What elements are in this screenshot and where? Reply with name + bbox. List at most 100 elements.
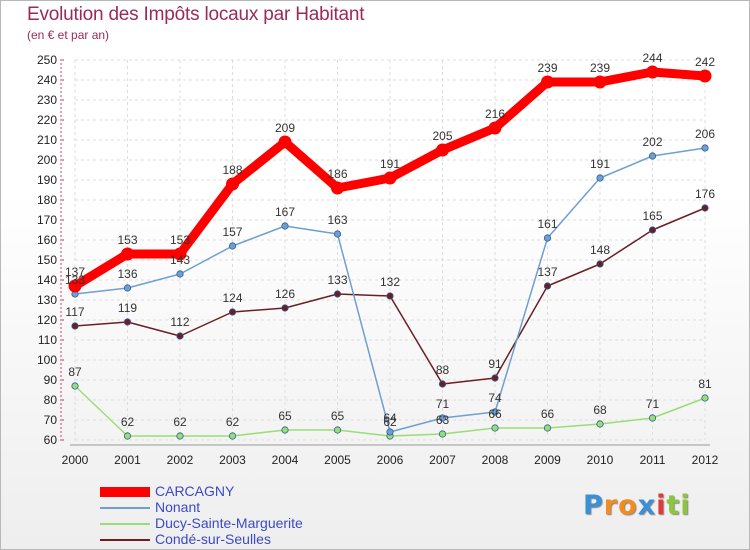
- logo-letter: i: [656, 490, 667, 521]
- data-label: 202: [642, 135, 662, 149]
- x-tick-label: 2007: [429, 453, 456, 467]
- data-point: [71, 322, 79, 330]
- data-point: [491, 408, 499, 416]
- data-label: 117: [65, 305, 84, 319]
- legend-label: Condé-sur-Seulles: [155, 531, 271, 547]
- data-point: [436, 143, 449, 157]
- data-point: [648, 414, 657, 422]
- data-label: 66: [541, 407, 555, 421]
- x-tick-label: 2011: [640, 453, 666, 467]
- data-point: [701, 204, 709, 212]
- data-point: [173, 247, 187, 261]
- data-point: [701, 144, 709, 152]
- y-tick-label: 230: [37, 93, 57, 107]
- data-label: 62: [173, 415, 187, 429]
- data-label: 133: [327, 273, 347, 287]
- data-label: 244: [642, 51, 662, 65]
- data-label: 186: [327, 167, 347, 181]
- x-tick-label: 2010: [587, 453, 614, 467]
- data-point: [281, 426, 289, 434]
- data-label: 136: [117, 267, 137, 281]
- y-tick-label: 210: [37, 133, 57, 147]
- legend-swatch: [100, 539, 150, 541]
- data-point: [123, 318, 132, 326]
- data-label: 74: [488, 391, 502, 405]
- y-tick-label: 220: [37, 113, 57, 127]
- data-point: [541, 75, 554, 89]
- data-label: 157: [222, 225, 242, 239]
- x-tick-label: 2009: [534, 453, 561, 467]
- data-point: [698, 69, 712, 83]
- data-label: 81: [698, 377, 712, 391]
- data-point: [648, 152, 657, 160]
- y-tick-label: 70: [44, 413, 58, 427]
- data-point: [226, 177, 239, 191]
- data-point: [278, 135, 292, 149]
- legend-label: Nonant: [155, 499, 201, 515]
- y-tick-label: 120: [37, 313, 57, 327]
- data-label: 71: [646, 397, 660, 411]
- data-label: 148: [590, 243, 610, 257]
- logo-letter: r: [603, 490, 619, 521]
- legend-label: CARCAGNY: [155, 483, 235, 499]
- data-point: [123, 284, 132, 292]
- data-point: [71, 382, 79, 390]
- data-point: [596, 420, 604, 428]
- x-tick-label: 2002: [167, 453, 194, 467]
- y-tick-label: 90: [44, 373, 58, 387]
- data-label: 91: [488, 357, 502, 371]
- data-label: 62: [121, 415, 135, 429]
- logo-letter: P: [583, 490, 604, 521]
- data-point: [701, 394, 709, 402]
- data-point: [228, 432, 237, 440]
- data-label: 191: [380, 157, 400, 171]
- y-tick-label: 100: [37, 353, 57, 367]
- data-label: 188: [222, 163, 242, 177]
- y-tick-label: 190: [37, 173, 57, 187]
- y-tick-label: 150: [37, 253, 57, 267]
- logo-letter: o: [618, 490, 638, 521]
- data-label: 161: [537, 217, 557, 231]
- data-point: [68, 279, 82, 293]
- legend-swatch: [100, 507, 150, 509]
- data-point: [648, 226, 657, 234]
- logo-letter: t: [666, 490, 681, 521]
- data-label: 205: [432, 129, 452, 143]
- data-point: [386, 428, 394, 436]
- y-tick-label: 250: [37, 53, 57, 67]
- data-point: [543, 234, 552, 242]
- data-point: [438, 380, 447, 388]
- data-label: 153: [117, 233, 137, 247]
- logo-letter: i: [680, 490, 691, 521]
- data-point: [331, 181, 344, 195]
- y-tick-label: 60: [44, 433, 58, 447]
- data-point: [176, 270, 184, 278]
- x-tick-label: 2001: [114, 453, 141, 467]
- x-tick-label: 2004: [272, 453, 299, 467]
- x-tick-label: 2005: [324, 453, 351, 467]
- logo-letter: x: [637, 490, 657, 521]
- data-point: [333, 230, 342, 238]
- data-label: 63: [436, 413, 450, 427]
- data-point: [281, 222, 289, 230]
- data-label: 163: [327, 213, 347, 227]
- data-label: 165: [642, 209, 662, 223]
- data-label: 176: [695, 187, 715, 201]
- y-tick-label: 170: [37, 213, 57, 227]
- data-label: 68: [593, 403, 607, 417]
- y-tick-label: 110: [38, 333, 57, 347]
- proxiti-logo: Proxiti: [583, 490, 691, 521]
- data-label: 65: [331, 409, 345, 423]
- data-point: [438, 430, 447, 438]
- data-label: 112: [170, 315, 189, 329]
- data-label: 191: [590, 157, 610, 171]
- data-point: [123, 432, 132, 440]
- x-tick-label: 2003: [219, 453, 246, 467]
- data-point: [281, 304, 289, 312]
- data-label: 132: [380, 275, 400, 289]
- data-label: 126: [275, 287, 295, 301]
- chart-subtitle: (en € et par an): [27, 28, 110, 42]
- data-label: 88: [436, 363, 450, 377]
